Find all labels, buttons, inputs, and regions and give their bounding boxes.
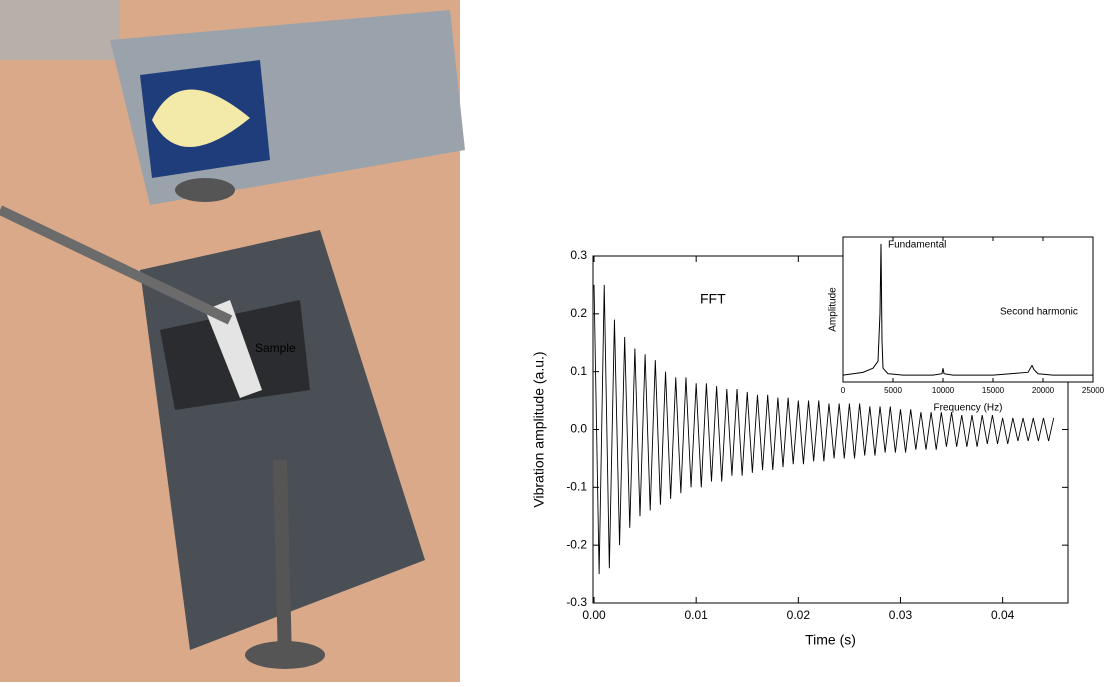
x-axis-label: Frequency (Hz) xyxy=(934,403,1003,414)
x-tick-label: 20000 xyxy=(1032,386,1055,395)
signal-line xyxy=(593,284,1055,575)
photo: Sample xyxy=(0,0,465,682)
x-tick-label: 0.01 xyxy=(684,608,708,622)
y-tick-label: 0.2 xyxy=(570,306,587,320)
x-tick-label: 0.03 xyxy=(889,608,913,622)
x-axis-label: Time (s) xyxy=(805,631,856,647)
scope-trace xyxy=(152,89,250,148)
plot-frame xyxy=(842,236,1094,383)
x-tick-label: 0 xyxy=(841,386,846,395)
screw-rod xyxy=(273,459,292,661)
x-tick-label: 25000 xyxy=(1082,386,1105,395)
x-tick-label: 10000 xyxy=(932,386,955,395)
background-object xyxy=(0,0,120,60)
signal-line xyxy=(842,243,1093,376)
y-tick-label: -0.1 xyxy=(566,480,587,494)
annotation: FFT xyxy=(700,291,726,307)
x-tick-label: 5000 xyxy=(884,386,902,395)
annotation: Second harmonic xyxy=(1000,307,1078,318)
x-tick-label: 0.00 xyxy=(582,608,606,622)
photo-label: Sample xyxy=(255,341,296,355)
x-tick-label: 0.02 xyxy=(787,608,811,622)
sample-bar xyxy=(205,300,262,398)
y-tick-label: 0.3 xyxy=(570,248,587,262)
y-tick-label: 0.0 xyxy=(570,422,587,436)
y-axis-label: Amplitude xyxy=(828,287,839,332)
y-tick-label: -0.2 xyxy=(566,537,587,551)
y-tick-label: -0.3 xyxy=(566,595,587,609)
knob xyxy=(175,178,235,202)
x-tick-label: 15000 xyxy=(982,386,1005,395)
knob xyxy=(245,641,325,669)
annotation: Fundamental xyxy=(888,240,946,251)
x-tick-label: 0.04 xyxy=(991,608,1015,622)
y-tick-label: 0.1 xyxy=(570,364,587,378)
support-rod xyxy=(0,205,233,325)
y-axis-label: Vibration amplitude (a.u.) xyxy=(530,351,546,507)
